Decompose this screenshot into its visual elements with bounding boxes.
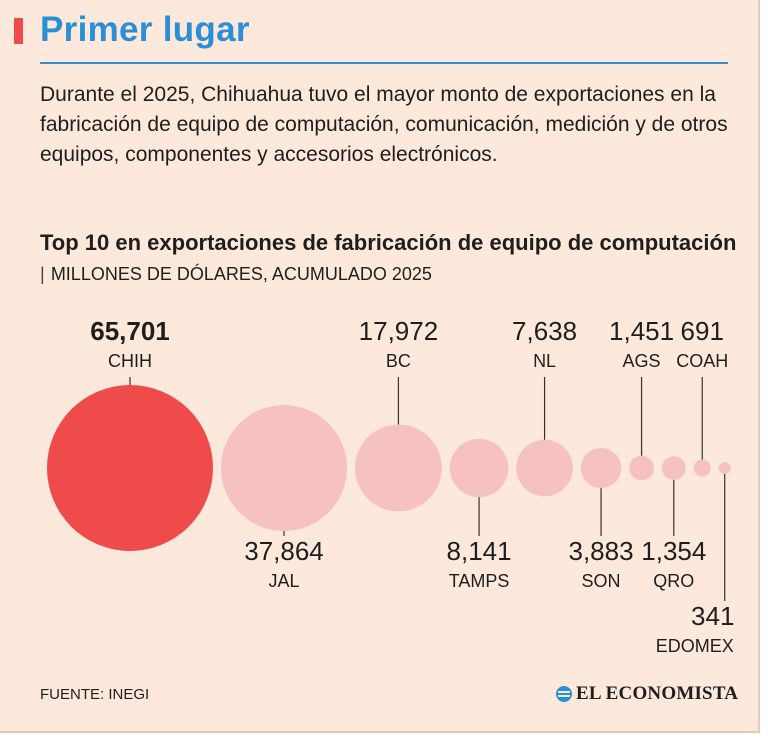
value-label-jal: 37,864 bbox=[244, 536, 324, 566]
bubble-qro bbox=[661, 456, 686, 480]
category-label-tamps: TAMPS bbox=[449, 571, 510, 591]
source-note: FUENTE: INEGI bbox=[40, 686, 150, 703]
category-label-edomex: EDOMEX bbox=[656, 636, 734, 656]
value-label-tamps: 8,141 bbox=[447, 536, 512, 566]
category-label-son: SON bbox=[582, 571, 621, 591]
category-label-qro: QRO bbox=[653, 571, 694, 591]
category-label-ags: AGS bbox=[623, 351, 661, 371]
bubble-ags bbox=[629, 455, 654, 481]
category-label-bc: BC bbox=[386, 351, 411, 371]
value-label-nl: 7,638 bbox=[512, 316, 577, 346]
bubble-nl bbox=[516, 439, 573, 497]
bubble-coah bbox=[693, 459, 711, 477]
logo-text: EL ECONOMISTA bbox=[576, 683, 739, 704]
category-label-jal: JAL bbox=[268, 571, 299, 591]
value-label-edomex: 341 bbox=[691, 601, 734, 631]
chart-title-block: Top 10 en exportaciones de fabricación d… bbox=[40, 228, 740, 289]
infographic-card: Primer lugar Durante el 2025, Chihuahua … bbox=[0, 0, 760, 733]
value-label-son: 3,883 bbox=[569, 536, 634, 566]
bubble-jal bbox=[221, 404, 348, 532]
bubble-son bbox=[580, 447, 622, 489]
chart-subtitle: MILLONES DE DÓLARES, ACUMULADO 2025 bbox=[50, 264, 432, 284]
bubble-tamps bbox=[449, 438, 509, 498]
value-label-chih: 65,701 bbox=[90, 316, 170, 346]
chart-title-separator: | bbox=[40, 264, 45, 284]
value-label-bc: 17,972 bbox=[359, 316, 439, 346]
intro-text: Durante el 2025, Chihuahua tuvo el mayor… bbox=[40, 83, 728, 166]
category-label-chih: CHIH bbox=[108, 351, 152, 371]
value-label-coah: 691 bbox=[681, 316, 724, 346]
chart-title: Top 10 en exportaciones de fabricación d… bbox=[40, 230, 737, 255]
brand-logo: EL ECONOMISTA bbox=[556, 683, 738, 705]
category-label-coah: COAH bbox=[676, 351, 728, 371]
value-label-qro: 1,354 bbox=[641, 536, 706, 566]
value-label-ags: 1,451 bbox=[609, 316, 674, 346]
accent-bar bbox=[14, 18, 23, 44]
category-label-nl: NL bbox=[533, 351, 556, 371]
bubble-bc bbox=[355, 424, 442, 512]
title-divider bbox=[40, 62, 728, 64]
bubble-chart: 65,701 CHIH 37,864 JAL 17,972 BC 8,141 TAMPS 7,6… bbox=[47, 316, 734, 656]
bubble-edomex bbox=[718, 462, 731, 474]
bubble-chih bbox=[47, 385, 213, 551]
logo-icon bbox=[556, 686, 572, 702]
page-title: Primer lugar bbox=[40, 10, 250, 49]
